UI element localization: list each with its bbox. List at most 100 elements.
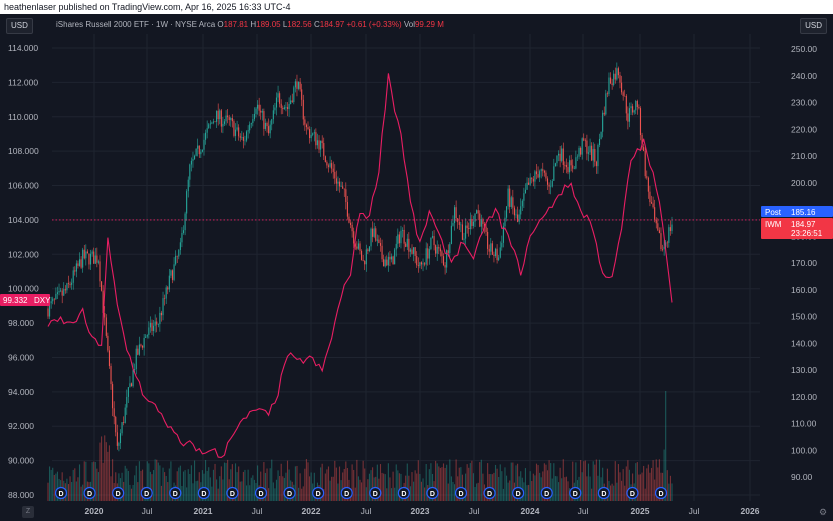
candle-body — [513, 207, 515, 216]
volume-bar — [452, 481, 454, 501]
volume-bar — [205, 460, 207, 501]
volume-bar — [337, 483, 339, 501]
candle-body — [151, 322, 153, 331]
candle-body — [657, 223, 659, 231]
candle-body — [138, 344, 140, 355]
candle-body — [110, 366, 112, 385]
volume-bar — [422, 478, 424, 501]
left-currency-button[interactable]: USD — [6, 18, 33, 34]
volume-bar — [274, 488, 276, 501]
candle-body — [398, 234, 400, 244]
legend-close-value: 184.97 — [319, 20, 345, 29]
candle-body — [244, 140, 246, 142]
iwm-badge: IWM 184.97 23:26:51 — [761, 218, 833, 239]
dividend-circle — [54, 486, 68, 500]
candle-body — [446, 250, 448, 268]
dividend-label: D — [487, 491, 492, 498]
candle-body — [569, 160, 571, 173]
volume-bar — [387, 463, 389, 501]
candle-body — [493, 254, 495, 256]
dividend-marker: D — [397, 486, 410, 500]
candle-body — [145, 336, 147, 338]
volume-bar — [614, 461, 616, 501]
candle-body — [531, 177, 533, 179]
volume-bar — [201, 470, 203, 501]
right-price-axis[interactable]: 250.00240.00230.00220.00210.00200.00190.… — [791, 44, 817, 482]
volume-bar — [550, 463, 552, 501]
candle-body — [252, 119, 254, 124]
dividend-label: D — [544, 491, 549, 498]
right-axis-tick: 220.00 — [791, 124, 817, 134]
left-price-axis[interactable]: 114.000 112.000 110.000 108.000 106.000 104.0… — [8, 43, 39, 500]
candle-body — [359, 243, 361, 251]
volume-bar — [359, 479, 361, 501]
volume-bar — [313, 472, 315, 501]
volume-bar — [222, 479, 224, 501]
dividend-circle — [426, 486, 439, 500]
volume-bar — [135, 465, 137, 501]
volume-bar — [140, 470, 142, 501]
candle-body — [375, 228, 377, 241]
volume-bar — [392, 471, 394, 501]
volume-bar — [167, 482, 169, 501]
time-axis[interactable]: 2020 Jul 2021 Jul 2022 Jul 2023 Jul 2024 Jul 2025 J… — [85, 506, 760, 516]
candle-body — [121, 422, 123, 434]
candle-body — [186, 191, 188, 214]
zoom-reset-icon[interactable]: Z — [22, 506, 34, 518]
volume-bar — [592, 461, 594, 501]
volume-bar — [361, 482, 363, 501]
dividend-circle — [454, 486, 468, 500]
volume-bar — [367, 479, 369, 501]
dividend-marker: D — [540, 486, 553, 500]
volume-bar — [165, 475, 167, 501]
candle-body — [553, 166, 555, 181]
volume-bar — [450, 476, 452, 501]
left-axis-tick: 92.000 — [8, 421, 34, 431]
volume-bar — [624, 485, 626, 501]
price-chart[interactable]: 114.000 112.000 110.000 108.000 106.000 104.0… — [0, 14, 833, 521]
dividend-circle — [83, 486, 96, 500]
candle-body — [286, 107, 289, 109]
volume-bar — [178, 467, 180, 501]
candle-body — [383, 259, 385, 267]
dividend-label: D — [287, 491, 292, 498]
right-currency-button[interactable]: USD — [800, 18, 827, 34]
candle-body — [420, 262, 423, 265]
candle-body — [438, 247, 440, 249]
candle-body — [49, 303, 51, 317]
candle-body — [469, 219, 471, 230]
candle-body — [616, 68, 618, 80]
gear-icon[interactable]: ⚙ — [818, 507, 828, 517]
dividend-circle — [169, 486, 182, 500]
candle-body — [99, 261, 101, 282]
candle-body — [466, 225, 468, 229]
volume-bar — [345, 461, 347, 501]
candle-body — [266, 122, 268, 127]
candle-body — [666, 242, 668, 244]
volume-bar — [112, 459, 114, 501]
candle-body — [268, 126, 270, 134]
volume-bar — [370, 470, 372, 501]
candle-body — [494, 248, 497, 256]
volume-bar — [586, 476, 588, 501]
candle-body — [409, 249, 411, 252]
candle-body — [127, 387, 129, 397]
volume-bar — [307, 462, 309, 501]
volume-bar — [542, 471, 544, 501]
candle-body — [283, 107, 285, 110]
volume-bar — [247, 469, 249, 501]
left-axis-tick: 88.000 — [8, 490, 34, 500]
candle-body — [331, 163, 333, 169]
volume-bar — [580, 459, 582, 501]
candle-body — [260, 110, 262, 113]
volume-bar — [238, 466, 240, 501]
volume-bar — [660, 472, 662, 501]
candle-body — [302, 99, 304, 120]
candle-body — [91, 251, 93, 254]
candle-body — [557, 153, 560, 156]
candle-body — [255, 108, 257, 114]
volume-bar — [80, 486, 82, 501]
candle-body — [392, 256, 394, 265]
candle-body — [517, 214, 519, 222]
volume-bar — [621, 480, 623, 501]
